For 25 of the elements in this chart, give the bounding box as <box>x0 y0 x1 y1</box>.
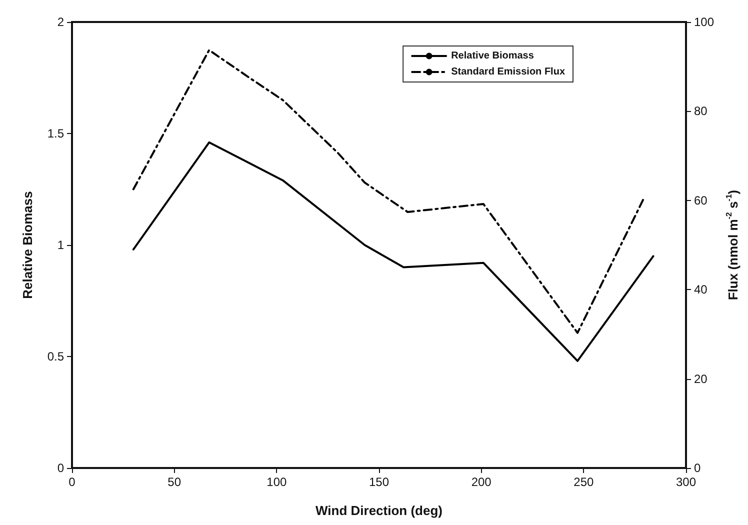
y-tick-label: 0.5 <box>47 350 64 364</box>
y2-tick-label: 40 <box>694 282 708 297</box>
y-tick-label: 2 <box>57 15 64 29</box>
y2-tick-label: 20 <box>694 372 708 386</box>
x-tick-label: 50 <box>168 475 182 489</box>
x-tick-label: 250 <box>574 475 594 489</box>
line-series <box>132 141 654 362</box>
line-series <box>132 49 644 334</box>
x-tick-label: 300 <box>676 475 696 489</box>
y-tick-label: 1.5 <box>47 126 64 140</box>
y-tick-label: 0 <box>57 461 64 475</box>
y2-tick-label: 60 <box>694 193 708 208</box>
x-tick-label: 200 <box>471 475 492 489</box>
y2-tick-label: 100 <box>694 15 714 29</box>
x-tick-label: 100 <box>266 475 287 489</box>
legend-label: Standard Emission Flux <box>451 66 566 78</box>
y2-axis-title: Flux (nmol m-2 s-1) <box>724 190 740 300</box>
legend-label: Relative Biomass <box>451 50 534 62</box>
x-tick-label: 150 <box>368 475 390 489</box>
y-axis-title: Relative Biomass <box>20 191 35 299</box>
y2-tick-label: 0 <box>694 461 701 475</box>
y-tick-label: 1 <box>57 238 64 252</box>
x-tick-label: 0 <box>68 475 76 489</box>
x-axis-title: Wind Direction (deg) <box>316 503 442 518</box>
y2-tick-label: 80 <box>694 104 708 118</box>
